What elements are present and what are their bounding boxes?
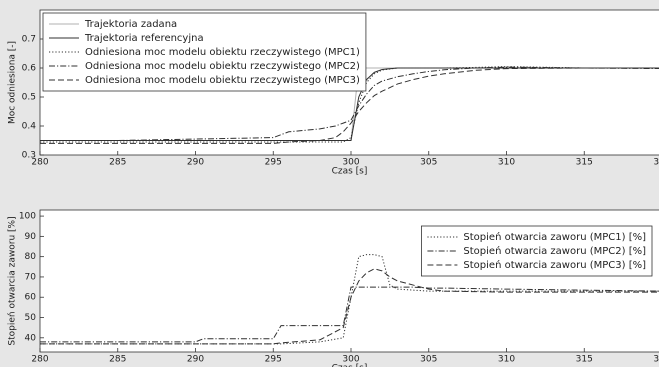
- x-tick-label: 315: [576, 158, 593, 168]
- legend-label: Trajektoria zadana: [84, 19, 177, 30]
- x-tick-label: 290: [187, 355, 204, 365]
- series-line: [40, 66, 659, 141]
- y-tick-label: 80: [25, 252, 37, 262]
- y-tick-label: 0.6: [22, 64, 37, 74]
- x-tick-label: 310: [498, 158, 515, 168]
- legend-label: Stopień otwarcia zaworu (MPC1) [%]: [463, 231, 646, 243]
- legend-label: Odniesiona moc modelu obiektu rzeczywist…: [85, 61, 360, 72]
- legend: Trajektoria zadana Trajektoria referencyj…: [42, 12, 367, 92]
- y-tick-label: 100: [19, 212, 36, 222]
- y-tick-label: 40: [25, 333, 37, 343]
- legend-label: Odniesiona moc modelu obiektu rzeczywist…: [85, 47, 360, 58]
- y-tick-label: 0.4: [22, 122, 37, 132]
- y-tick-label: 50: [25, 313, 37, 323]
- series-line: [40, 286, 659, 343]
- series-line: [40, 67, 659, 141]
- x-axis-label: Czas [s]: [332, 167, 368, 177]
- legend-label: Odniesiona moc modelu obiektu rzeczywist…: [85, 75, 360, 86]
- x-tick-label: 290: [187, 158, 204, 168]
- x-tick-label: 300: [342, 158, 359, 168]
- legend-label: Stopień otwarcia zaworu (MPC3) [%]: [463, 259, 646, 271]
- legend-box: [421, 225, 653, 277]
- y-tick-label: 60: [25, 293, 37, 303]
- y-tick-label: 70: [25, 272, 37, 282]
- x-tick-label: 315: [576, 355, 593, 365]
- series-line: [40, 254, 659, 345]
- x-tick-label: 305: [420, 158, 437, 168]
- x-tick-label: 285: [109, 158, 126, 168]
- legend-label: Trajektoria referencyjna: [84, 33, 204, 44]
- y-axis-label: Moc odniesiona [-]: [8, 41, 18, 124]
- legend-box: [42, 12, 367, 92]
- x-tick-label: 310: [498, 355, 515, 365]
- series-line: [40, 268, 659, 345]
- x-axis-label: Czas [s]: [332, 364, 368, 367]
- x-tick-label: 285: [109, 355, 126, 365]
- y-tick-label: 0.3: [22, 151, 36, 161]
- legend: Stopień otwarcia zaworu (MPC1) [%] Stopie…: [421, 225, 653, 277]
- x-tick-label: 320: [653, 355, 659, 365]
- legend-label: Stopień otwarcia zaworu (MPC2) [%]: [463, 245, 646, 257]
- x-tick-label: 300: [342, 355, 359, 365]
- x-tick-label: 280: [31, 158, 48, 168]
- x-tick-label: 320: [653, 158, 659, 168]
- y-tick-label: 0.7: [22, 35, 36, 45]
- x-tick-label: 295: [265, 158, 282, 168]
- y-axis-label: Stopień otwarcia zaworu [%]: [8, 216, 18, 345]
- y-tick-label: 0.5: [22, 93, 36, 103]
- y-tick-label: 90: [25, 232, 37, 242]
- series-line: [40, 67, 659, 144]
- x-tick-label: 280: [31, 355, 48, 365]
- x-tick-label: 295: [265, 355, 282, 365]
- x-tick-label: 305: [420, 355, 437, 365]
